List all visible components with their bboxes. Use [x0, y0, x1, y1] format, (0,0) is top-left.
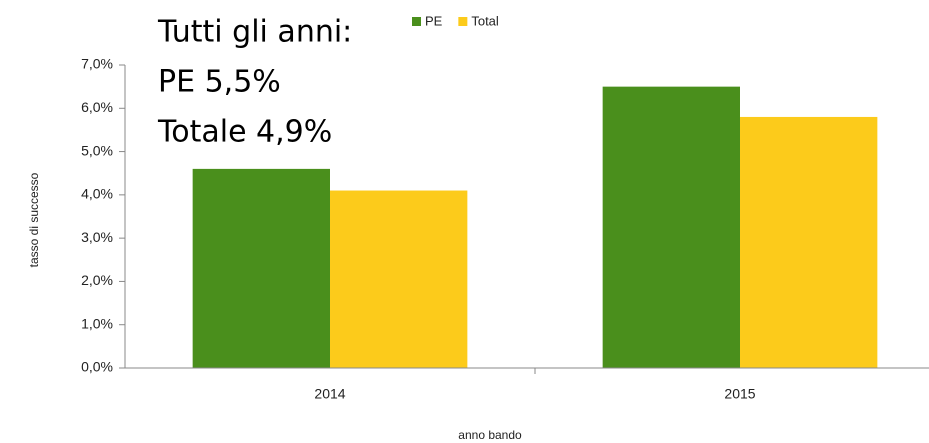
- bar: [330, 190, 468, 368]
- y-axis-label: tasso di successo: [27, 172, 41, 267]
- bar: [192, 168, 330, 368]
- y-tick-label: 5,0%: [81, 142, 113, 158]
- y-tick-label: 4,0%: [81, 186, 113, 202]
- annotation: Totale 4,9%: [157, 115, 332, 150]
- y-tick-label: 6,0%: [81, 99, 113, 115]
- y-tick-label: 0,0%: [81, 359, 113, 375]
- y-tick-label: 2,0%: [81, 272, 113, 288]
- y-tick-label: 1,0%: [81, 315, 113, 331]
- bar: [740, 116, 878, 368]
- bar: [602, 86, 740, 369]
- x-tick-label: 2014: [314, 386, 345, 402]
- annotation: PE 5,5%: [158, 65, 281, 100]
- y-tick-label: 3,0%: [81, 229, 113, 245]
- x-axis-label: anno bando: [458, 428, 522, 442]
- legend-label: PE: [425, 13, 443, 28]
- legend-swatch: [458, 17, 468, 26]
- legend-label: Total: [471, 13, 499, 28]
- annotation: Tutti gli anni:: [157, 15, 352, 50]
- y-tick-label: 7,0%: [81, 56, 113, 72]
- legend-swatch: [412, 17, 421, 26]
- x-tick-label: 2015: [724, 386, 755, 402]
